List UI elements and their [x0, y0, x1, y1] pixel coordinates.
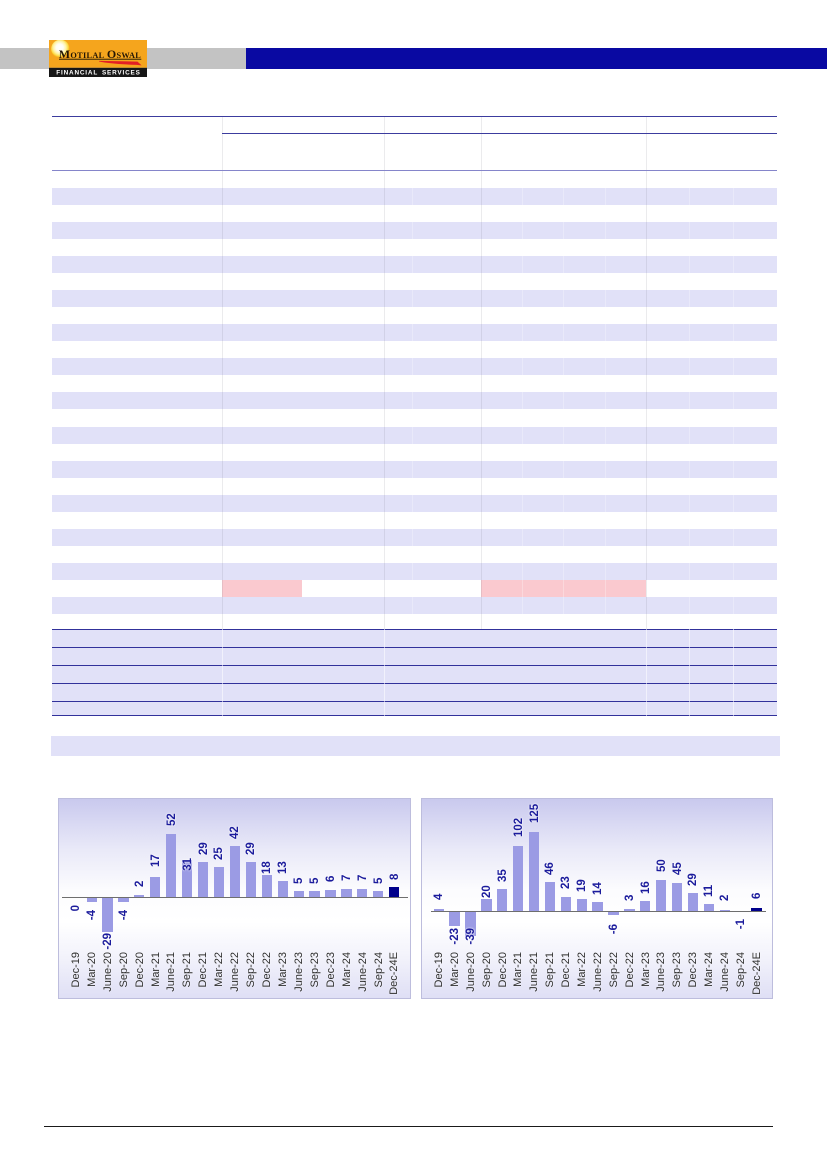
svg-text:FINANCIAL SERVICES: FINANCIAL SERVICES: [56, 70, 140, 77]
svg-text:MOTILAL OSWAL: MOTILAL OSWAL: [59, 47, 141, 61]
